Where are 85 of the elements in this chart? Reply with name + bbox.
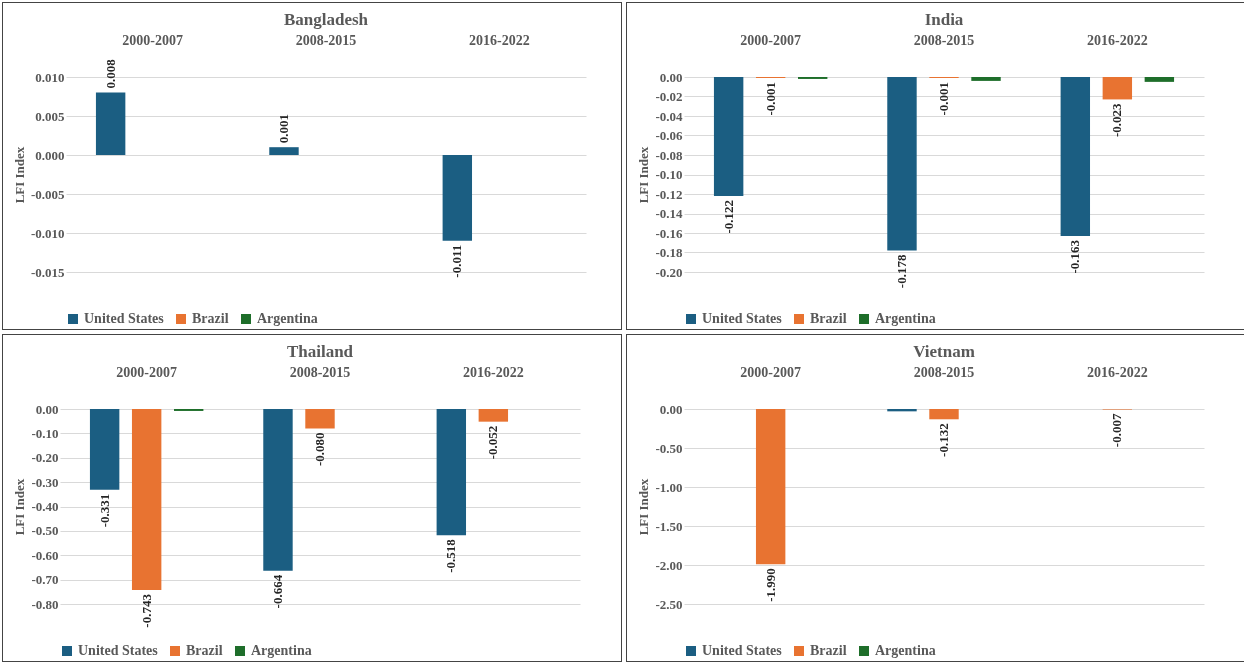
data-label: -0.122 [720, 199, 736, 234]
data-label: -0.743 [138, 593, 154, 628]
y-tick-label: 0.00 [35, 401, 59, 417]
legend-label: Brazil [810, 311, 847, 326]
y-tick-label: -0.04 [655, 108, 683, 124]
chart-title: Bangladesh [283, 10, 369, 29]
legend-label: Brazil [810, 643, 847, 658]
y-tick-label: -0.14 [655, 206, 683, 221]
x-tick-label: 2016-2022 [1087, 364, 1148, 380]
y-tick-label: -0.02 [655, 89, 683, 104]
data-label: -0.178 [893, 254, 909, 289]
data-label: -0.052 [485, 425, 501, 460]
data-label: -1.990 [762, 568, 778, 602]
x-tick-label: 2000-2007 [116, 364, 177, 380]
data-label: -0.007 [1109, 413, 1125, 448]
data-label: 0.008 [102, 58, 118, 89]
y-tick-label: -0.010 [30, 225, 65, 241]
legend-label: Brazil [186, 643, 223, 658]
y-tick-label: -0.18 [655, 245, 683, 260]
y-tick-label: -0.20 [655, 264, 683, 280]
legend-label: United States [702, 643, 783, 658]
y-tick-label: -0.06 [655, 128, 683, 143]
x-tick-label: 2000-2007 [740, 364, 801, 380]
y-tick-label: -0.12 [655, 186, 683, 202]
data-label: -0.664 [269, 574, 285, 609]
y-tick-label: -0.60 [31, 547, 59, 563]
y-tick-label: -2.00 [655, 557, 683, 573]
y-tick-label: -1.50 [655, 518, 683, 534]
chart-title: India [924, 10, 964, 29]
legend-label: Brazil [192, 311, 229, 326]
data-label: -0.023 [1109, 102, 1125, 138]
y-tick-label: -0.30 [31, 474, 59, 490]
y-axis-title: LFI Index [636, 146, 652, 204]
y-tick-label: -2.50 [655, 596, 683, 612]
legend-label: United States [702, 311, 783, 326]
y-tick-label: -0.70 [31, 572, 59, 588]
x-tick-label: 2000-2007 [122, 32, 183, 48]
bar [442, 155, 473, 241]
data-label: -0.001 [936, 81, 951, 116]
y-tick-label: 0.00 [659, 69, 683, 85]
y-tick-label: -0.80 [31, 596, 59, 612]
x-tick-label: 2008-2015 [913, 32, 975, 48]
data-label: 0.001 [275, 113, 291, 144]
bar [269, 147, 299, 155]
y-tick-label: -0.50 [31, 523, 59, 539]
x-tick-label: 2008-2015 [295, 32, 357, 48]
legend-label: United States [84, 311, 165, 326]
y-tick-label: 0.010 [35, 69, 65, 85]
y-tick-label: -0.10 [655, 167, 683, 182]
x-tick-label: 2008-2015 [913, 364, 975, 380]
legend-label: Argentina [251, 643, 312, 658]
legend-label: Argentina [257, 311, 318, 326]
data-label: -0.518 [443, 538, 459, 573]
bar [95, 92, 126, 155]
y-tick-label: -0.08 [655, 147, 683, 163]
y-tick-label: -0.10 [31, 425, 59, 441]
x-tick-label: 2000-2007 [740, 32, 801, 48]
y-axis-title: LFI Index [12, 478, 28, 536]
data-label: -0.080 [312, 432, 327, 467]
data-label: -0.132 [936, 423, 951, 457]
data-label: -0.163 [1067, 239, 1083, 274]
x-tick-label: 2016-2022 [463, 364, 524, 380]
x-tick-label: 2016-2022 [1087, 32, 1148, 48]
y-tick-label: -0.40 [31, 499, 59, 514]
data-label: -0.011 [449, 244, 465, 278]
y-axis-title: LFI Index [636, 478, 652, 536]
y-tick-label: -0.50 [655, 440, 683, 456]
y-tick-label: -0.16 [655, 225, 683, 241]
y-tick-label: -1.00 [655, 479, 683, 495]
data-label: -0.001 [762, 81, 778, 116]
x-tick-label: 2016-2022 [469, 32, 530, 48]
y-tick-label: 0.00 [659, 401, 683, 417]
data-label: -0.331 [96, 493, 112, 528]
legend-label: Argentina [875, 643, 936, 658]
y-axis-title: LFI Index [11, 146, 27, 204]
legend-label: United States [78, 643, 159, 658]
y-tick-label: 0.000 [35, 147, 65, 163]
legend-label: Argentina [875, 311, 936, 326]
y-tick-label: -0.015 [30, 264, 65, 280]
y-tick-label: -0.005 [30, 186, 65, 202]
y-tick-label: -0.20 [31, 450, 59, 466]
chart-title: Thailand [286, 342, 354, 361]
y-tick-label: 0.005 [35, 108, 65, 124]
x-tick-label: 2008-2015 [289, 364, 351, 380]
chart-title: Vietnam [913, 342, 975, 361]
